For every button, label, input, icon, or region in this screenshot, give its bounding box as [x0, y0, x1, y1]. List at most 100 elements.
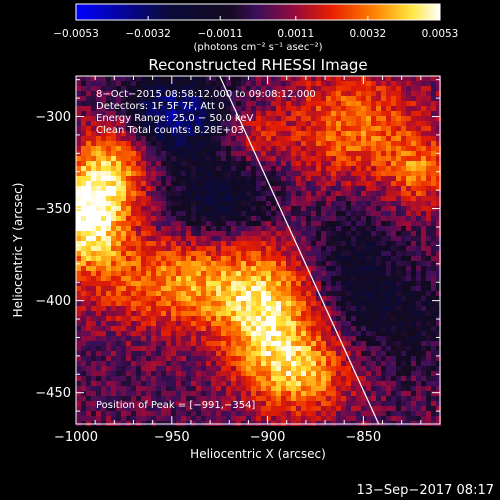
- heatmap-cell: [116, 251, 121, 256]
- heatmap-cell: [406, 116, 411, 121]
- heatmap-cell: [386, 261, 391, 266]
- heatmap-cell: [241, 356, 246, 361]
- heatmap-cell: [101, 381, 106, 386]
- heatmap-cell: [406, 86, 411, 91]
- heatmap-cell: [346, 286, 351, 291]
- heatmap-cell: [316, 246, 321, 251]
- heatmap-cell: [161, 76, 166, 81]
- heatmap-cell: [251, 81, 256, 86]
- heatmap-cell: [181, 286, 186, 291]
- heatmap-cell: [226, 401, 231, 406]
- heatmap-cell: [111, 121, 116, 126]
- heatmap-cell: [76, 181, 81, 186]
- heatmap-cell: [386, 231, 391, 236]
- heatmap-cell: [411, 236, 416, 241]
- heatmap-cell: [116, 241, 121, 246]
- heatmap-cell: [351, 411, 356, 416]
- heatmap-cell: [221, 296, 226, 301]
- heatmap-cell: [341, 86, 346, 91]
- heatmap-cell: [96, 371, 101, 376]
- heatmap-cell: [391, 246, 396, 251]
- heatmap-cell: [431, 276, 436, 281]
- heatmap-cell: [436, 331, 441, 336]
- heatmap-cell: [361, 221, 366, 226]
- heatmap-cell: [96, 236, 101, 241]
- heatmap-cell: [386, 121, 391, 126]
- heatmap-cell: [386, 111, 391, 116]
- heatmap-cell: [386, 156, 391, 161]
- heatmap-cell: [361, 326, 366, 331]
- heatmap-cell: [256, 171, 261, 176]
- heatmap-cell: [211, 351, 216, 356]
- heatmap-cell: [431, 251, 436, 256]
- heatmap-cell: [431, 111, 436, 116]
- heatmap-cell: [426, 386, 431, 391]
- heatmap-cell: [111, 351, 116, 356]
- heatmap-cell: [236, 216, 241, 221]
- heatmap-cell: [151, 321, 156, 326]
- heatmap-cell: [121, 136, 126, 141]
- heatmap-cell: [201, 226, 206, 231]
- heatmap-cell: [76, 301, 81, 306]
- heatmap-cell: [421, 241, 426, 246]
- heatmap-cell: [176, 331, 181, 336]
- heatmap-cell: [361, 346, 366, 351]
- heatmap-cell: [116, 246, 121, 251]
- heatmap-cell: [196, 306, 201, 311]
- heatmap-cell: [421, 131, 426, 136]
- heatmap-cell: [201, 261, 206, 266]
- heatmap-cell: [401, 366, 406, 371]
- heatmap-cell: [226, 271, 231, 276]
- heatmap-cell: [386, 286, 391, 291]
- heatmap-cell: [171, 231, 176, 236]
- heatmap-cell: [411, 206, 416, 211]
- heatmap-cell: [206, 231, 211, 236]
- heatmap-cell: [181, 316, 186, 321]
- heatmap-cell: [306, 396, 311, 401]
- colorbar-tick-label: −0.0053: [53, 28, 99, 40]
- heatmap-cell: [206, 91, 211, 96]
- heatmap-cell: [186, 406, 191, 411]
- heatmap-cell: [311, 226, 316, 231]
- heatmap-cell: [146, 336, 151, 341]
- heatmap-cell: [346, 396, 351, 401]
- heatmap-cell: [151, 246, 156, 251]
- heatmap-cell: [156, 221, 161, 226]
- heatmap-cell: [191, 161, 196, 166]
- heatmap-cell: [111, 301, 116, 306]
- heatmap-cell: [346, 316, 351, 321]
- heatmap-cell: [231, 316, 236, 321]
- heatmap-cell: [101, 176, 106, 181]
- heatmap-cell: [261, 396, 266, 401]
- heatmap-cell: [251, 221, 256, 226]
- heatmap-cell: [351, 86, 356, 91]
- heatmap-cell: [331, 126, 336, 131]
- heatmap-cell: [381, 386, 386, 391]
- heatmap-cell: [326, 91, 331, 96]
- heatmap-cell: [361, 156, 366, 161]
- heatmap-cell: [396, 171, 401, 176]
- heatmap-cell: [216, 101, 221, 106]
- heatmap-cell: [216, 341, 221, 346]
- heatmap-cell: [161, 276, 166, 281]
- heatmap-cell: [231, 336, 236, 341]
- heatmap-cell: [281, 91, 286, 96]
- heatmap-cell: [231, 196, 236, 201]
- heatmap-cell: [426, 96, 431, 101]
- heatmap-cell: [151, 326, 156, 331]
- heatmap-cell: [256, 271, 261, 276]
- heatmap-cell: [246, 296, 251, 301]
- heatmap-cell: [81, 281, 86, 286]
- heatmap-cell: [321, 286, 326, 291]
- heatmap-cell: [101, 196, 106, 201]
- heatmap-cell: [111, 316, 116, 321]
- heatmap-cell: [296, 336, 301, 341]
- heatmap-cell: [221, 271, 226, 276]
- heatmap-cell: [216, 236, 221, 241]
- heatmap-cell: [291, 301, 296, 306]
- heatmap-cell: [366, 336, 371, 341]
- heatmap-cell: [406, 381, 411, 386]
- heatmap-cell: [196, 271, 201, 276]
- heatmap-cell: [401, 176, 406, 181]
- heatmap-cell: [386, 256, 391, 261]
